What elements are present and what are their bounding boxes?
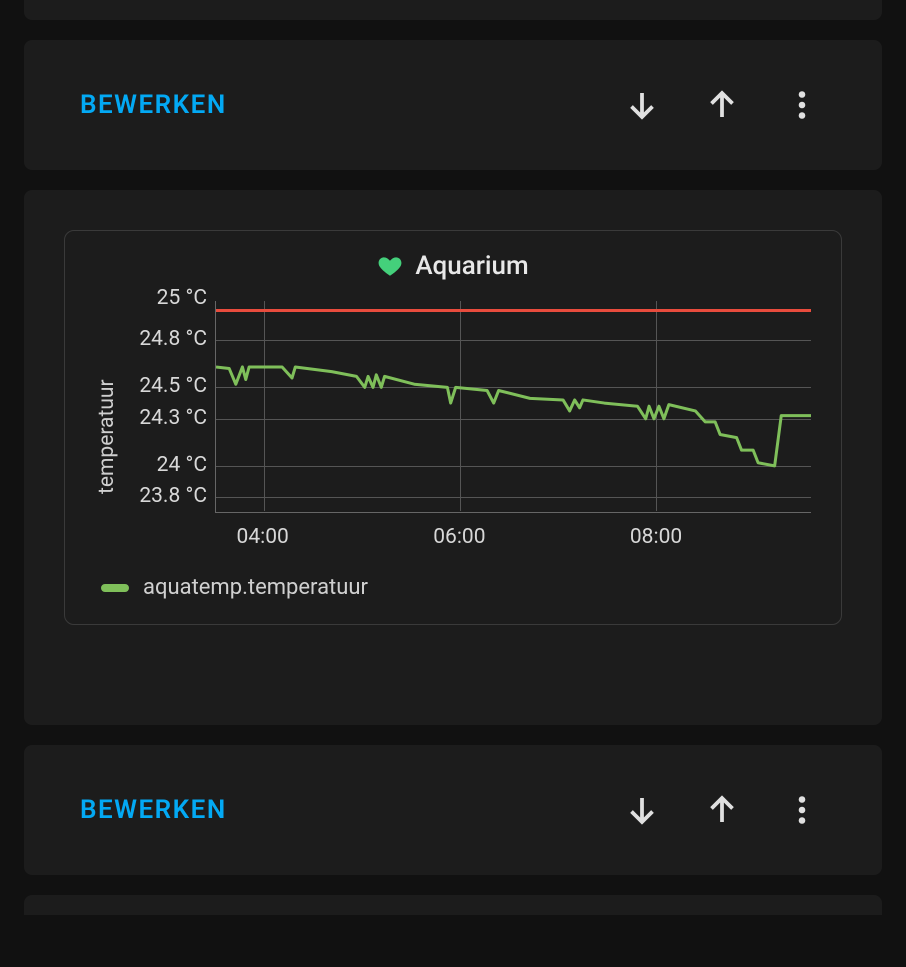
- y-tick-label: 25 °C: [157, 288, 207, 330]
- graph-panel: Aquarium temperatuur 25 °C24.8 °C24.5 °C…: [24, 190, 882, 725]
- move-up-button[interactable]: [682, 770, 762, 850]
- legend-swatch: [101, 584, 129, 592]
- chart-title-row: Aquarium: [95, 251, 811, 281]
- x-tick-label: 06:00: [433, 525, 485, 549]
- y-tick-label: 24.3 °C: [139, 408, 207, 450]
- move-up-button[interactable]: [682, 65, 762, 145]
- arrow-down-icon: [624, 792, 660, 828]
- previous-panel-bottom: [24, 0, 882, 20]
- series-line: [216, 301, 811, 513]
- legend-label: aquatemp.temperatuur: [143, 575, 368, 600]
- move-down-button[interactable]: [602, 65, 682, 145]
- x-axis-ticks: 04:00 06:00 08:00: [215, 525, 811, 553]
- move-down-button[interactable]: [602, 770, 682, 850]
- y-axis-ticks: 25 °C24.8 °C24.5 °C24.3 °C24 °C23.8 °C: [125, 301, 215, 513]
- y-tick-label: 24.8 °C: [139, 329, 207, 371]
- panel-action-bar: BEWERKEN: [24, 745, 882, 875]
- y-tick-label: 23.8 °C: [139, 486, 207, 528]
- more-menu-button[interactable]: [762, 65, 842, 145]
- chart-title: Aquarium: [415, 251, 528, 281]
- chart-legend: aquatemp.temperatuur: [101, 575, 811, 600]
- arrow-up-icon: [704, 792, 740, 828]
- plot-area: [215, 301, 811, 513]
- arrow-down-icon: [624, 87, 660, 123]
- chart-card: Aquarium temperatuur 25 °C24.8 °C24.5 °C…: [64, 230, 842, 625]
- edit-button[interactable]: BEWERKEN: [80, 90, 227, 120]
- more-menu-button[interactable]: [762, 770, 842, 850]
- edit-button[interactable]: BEWERKEN: [80, 795, 227, 825]
- more-vertical-icon: [784, 792, 820, 828]
- x-tick-label: 04:00: [237, 525, 289, 549]
- next-panel-top: [24, 895, 882, 915]
- y-axis-label: temperatuur: [95, 301, 119, 553]
- panel-action-bar: BEWERKEN: [24, 40, 882, 170]
- chart-body: temperatuur 25 °C24.8 °C24.5 °C24.3 °C24…: [95, 301, 811, 553]
- heart-icon: [377, 253, 403, 279]
- x-tick-label: 08:00: [630, 525, 682, 549]
- arrow-up-icon: [704, 87, 740, 123]
- more-vertical-icon: [784, 87, 820, 123]
- plot-column: 04:00 06:00 08:00: [215, 301, 811, 553]
